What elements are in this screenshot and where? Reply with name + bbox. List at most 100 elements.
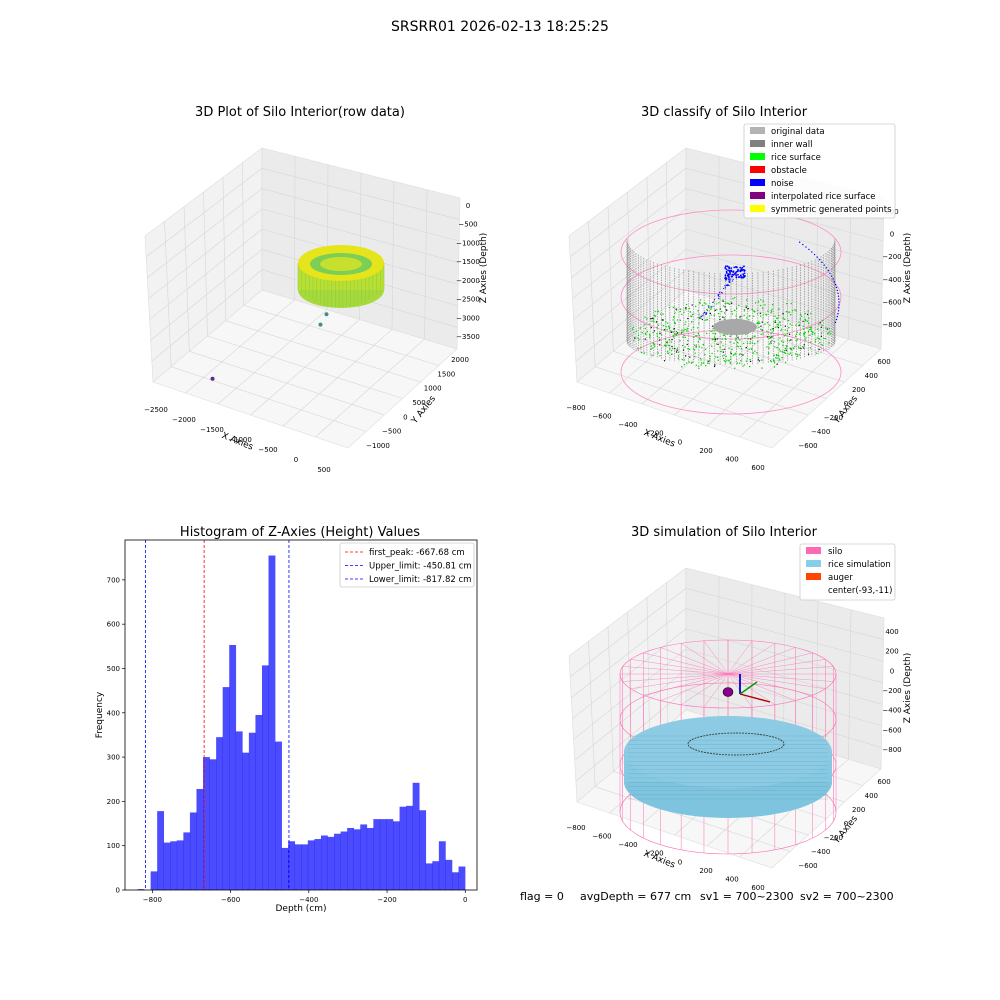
p4-legend: silo rice simulation auger center(-93,-11) xyxy=(799,543,896,601)
noise-point xyxy=(724,274,727,277)
noise-point xyxy=(703,311,705,314)
tick-label: 200 xyxy=(699,867,712,875)
rice-point xyxy=(692,336,695,339)
noise-point xyxy=(740,269,743,272)
rice-point xyxy=(718,316,721,318)
rice-point xyxy=(766,336,769,338)
rice-point xyxy=(812,331,814,334)
rice-point xyxy=(739,339,741,341)
rice-point xyxy=(780,340,783,343)
center-axis-x xyxy=(739,693,771,703)
rice-point xyxy=(773,354,775,356)
rice-point xyxy=(775,357,777,359)
rice-point xyxy=(677,357,679,360)
grid-line xyxy=(667,305,863,366)
rice-point xyxy=(766,330,768,333)
rice-point xyxy=(651,320,653,322)
grid-line xyxy=(631,335,827,399)
rice-point xyxy=(724,306,726,308)
histogram-bar xyxy=(419,810,427,890)
rice-point xyxy=(662,319,664,321)
rice-point xyxy=(758,321,760,323)
rice-point xyxy=(784,325,787,327)
rice-point xyxy=(671,353,673,355)
rice-point xyxy=(804,318,807,321)
grid-line xyxy=(261,208,459,264)
rice-point xyxy=(787,311,789,313)
rice-point xyxy=(749,342,751,345)
tick-label: −600 xyxy=(592,413,611,421)
rice-point xyxy=(790,339,792,341)
rice-point xyxy=(778,314,780,317)
rice-point xyxy=(707,360,709,363)
rice-point xyxy=(695,346,697,348)
x-tick-label: 0 xyxy=(463,896,467,904)
rice-point xyxy=(658,337,660,339)
rice-point xyxy=(730,352,732,355)
rice-point xyxy=(713,314,715,317)
rice-point xyxy=(670,331,673,334)
rice-point xyxy=(799,313,802,316)
rice-point xyxy=(806,327,808,329)
rice-point xyxy=(760,359,763,361)
tick-label: −500 xyxy=(382,428,401,436)
rice-point xyxy=(653,320,655,322)
grid-line xyxy=(150,249,263,341)
rice-point xyxy=(641,331,643,334)
rice-point xyxy=(749,358,751,361)
rice-point xyxy=(808,322,810,324)
noise-point xyxy=(724,285,726,287)
rice-point xyxy=(768,343,771,345)
legend-label: interpolated rice surface xyxy=(771,192,876,202)
rice-point xyxy=(757,301,760,303)
noise-point xyxy=(743,269,746,272)
rice-point xyxy=(776,363,778,365)
noise-point xyxy=(728,284,730,287)
rice-point xyxy=(809,347,812,349)
rice-point xyxy=(729,335,731,338)
y-tick-label: 400 xyxy=(107,709,120,717)
rice-point xyxy=(644,338,646,340)
rice-point xyxy=(705,319,708,321)
noise-point xyxy=(811,251,813,253)
rice-point xyxy=(795,324,797,327)
rice-point xyxy=(749,365,751,368)
noise-point xyxy=(834,321,837,324)
rice-point xyxy=(751,348,753,350)
tick-label: 0 xyxy=(844,820,848,828)
footer-sv1: sv1 = 700~2300 xyxy=(700,890,794,903)
rice-point xyxy=(813,332,816,335)
rice-point xyxy=(697,365,700,367)
rice-point xyxy=(746,317,748,319)
rice-point xyxy=(735,315,737,317)
histogram-bar xyxy=(229,645,237,890)
rice-point xyxy=(722,351,725,353)
rice-point xyxy=(672,334,674,336)
rice-point xyxy=(654,310,656,313)
rice-point xyxy=(825,327,827,329)
tick-label: −3000 xyxy=(456,314,480,322)
rice-point xyxy=(723,359,725,362)
histogram-bar xyxy=(438,841,446,890)
rice-point xyxy=(644,324,646,326)
rice-point xyxy=(721,338,723,340)
grid-line xyxy=(164,221,172,367)
rice-point xyxy=(688,307,691,310)
rice-point xyxy=(697,341,700,343)
outlier-point xyxy=(318,322,323,327)
rice-point xyxy=(731,313,734,315)
rice-point xyxy=(631,328,634,330)
tick-label: 0 xyxy=(678,858,682,866)
grid-line xyxy=(685,648,883,705)
rice-point xyxy=(770,311,772,314)
rice-point xyxy=(784,361,787,364)
rice-point xyxy=(735,337,737,339)
rice-point xyxy=(794,345,796,348)
rice-point xyxy=(770,310,772,312)
rice-point xyxy=(760,299,762,301)
rice-point xyxy=(730,302,733,304)
grid-line xyxy=(607,626,614,772)
rice-point xyxy=(753,315,755,318)
rice-point xyxy=(692,326,695,329)
rice-point xyxy=(771,331,773,333)
